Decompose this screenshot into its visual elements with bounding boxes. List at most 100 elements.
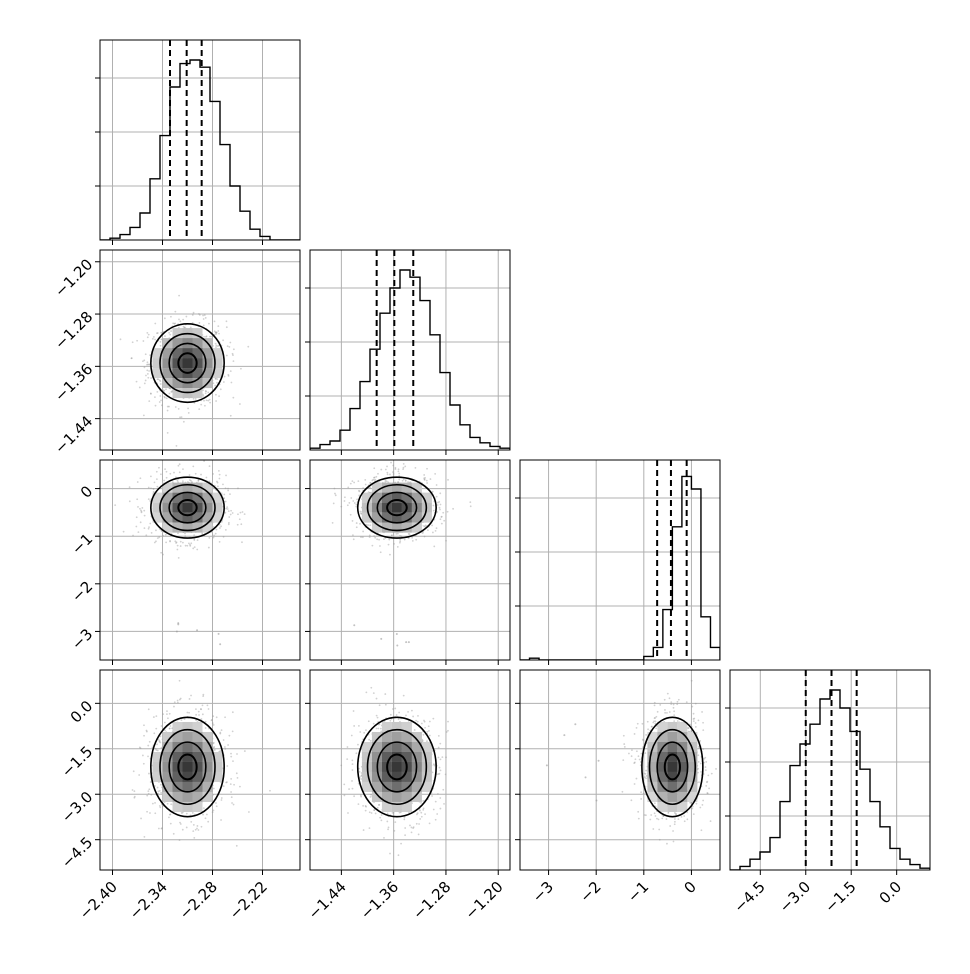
scatter-point [357, 744, 359, 746]
scatter-point [432, 491, 434, 493]
scatter-point [198, 480, 200, 482]
scatter-point [193, 824, 195, 826]
scatter-point [179, 680, 181, 682]
scatter-point [177, 480, 179, 482]
scatter-point [147, 755, 149, 757]
scatter-point [185, 545, 187, 547]
scatter-point [404, 539, 406, 541]
scatter-point [176, 445, 178, 447]
scatter-point [155, 728, 157, 730]
scatter-point [415, 539, 417, 541]
scatter-point [215, 533, 217, 535]
scatter-point [204, 314, 206, 316]
scatter-point [136, 516, 138, 518]
scatter-point [170, 823, 172, 825]
scatter-point [447, 730, 449, 732]
scatter-point [348, 788, 350, 790]
scatter-point [386, 466, 388, 468]
scatter-point [231, 382, 233, 384]
scatter-point [179, 320, 181, 322]
scatter-point [368, 739, 370, 741]
scatter-point [140, 521, 142, 523]
scatter-point [180, 545, 182, 547]
scatter-point [230, 778, 232, 780]
density-cell [392, 742, 402, 752]
scatter-point [424, 536, 426, 538]
scatter-point [162, 535, 164, 537]
scatter-point [424, 727, 426, 729]
scatter-point [376, 715, 378, 717]
scatter-point [362, 487, 364, 489]
scatter-point [160, 339, 162, 341]
scatter-point [176, 630, 178, 632]
scatter-point [392, 708, 394, 710]
scatter-point [404, 827, 406, 829]
scatter-point [159, 805, 161, 807]
scatter-point [433, 763, 435, 765]
scatter-point [166, 397, 168, 399]
scatter-point [447, 721, 449, 723]
scatter-point [228, 735, 230, 737]
scatter-point [143, 359, 145, 361]
scatter-point [340, 764, 342, 766]
scatter-point [379, 545, 381, 547]
scatter-point [164, 468, 166, 470]
scatter-point [131, 357, 133, 359]
scatter-point [159, 790, 161, 792]
scatter-point [157, 750, 159, 752]
scatter-point [425, 524, 427, 526]
scatter-point [165, 388, 167, 390]
scatter-point [137, 506, 139, 508]
scatter-point [144, 515, 146, 517]
scatter-point [169, 334, 171, 336]
scatter-point [196, 549, 198, 551]
scatter-point [203, 807, 205, 809]
scatter-point [353, 795, 355, 797]
density-cell [422, 772, 432, 782]
scatter-point [347, 812, 349, 814]
scatter-point [412, 827, 414, 829]
scatter-point [233, 360, 235, 362]
scatter-point [370, 687, 372, 689]
density-cell [362, 772, 372, 782]
scatter-point [438, 757, 440, 759]
scatter-point [411, 537, 413, 539]
scatter-point [195, 473, 197, 475]
scatter-point [175, 406, 177, 408]
scatter-point [169, 728, 171, 730]
scatter-point [415, 467, 417, 469]
scatter-point [371, 545, 373, 547]
scatter-point [386, 481, 388, 483]
scatter-point [360, 796, 362, 798]
scatter-point [396, 633, 398, 635]
scatter-point [228, 510, 230, 512]
scatter-point [221, 799, 223, 801]
scatter-point [446, 731, 448, 733]
scatter-point [375, 476, 377, 478]
scatter-point [359, 511, 361, 513]
scatter-point [160, 399, 162, 401]
scatter-point [146, 369, 148, 371]
scatter-point [170, 316, 172, 318]
scatter-point [229, 493, 231, 495]
scatter-point [373, 467, 375, 469]
scatter-point [398, 479, 400, 481]
scatter-point [143, 735, 145, 737]
scatter-point [154, 339, 156, 341]
scatter-point [403, 695, 405, 697]
scatter-point [414, 729, 416, 731]
scatter-point [168, 406, 170, 408]
scatter-point [346, 758, 348, 760]
scatter-point [200, 708, 202, 710]
panel-frame [520, 460, 720, 660]
scatter-point [209, 336, 211, 338]
scatter-point [430, 478, 432, 480]
scatter-point [358, 490, 360, 492]
scatter-point [213, 809, 215, 811]
scatter-point [154, 396, 156, 398]
scatter-point [358, 725, 360, 727]
scatter-point [403, 479, 405, 481]
scatter-point [365, 692, 367, 694]
scatter-point [225, 475, 227, 477]
